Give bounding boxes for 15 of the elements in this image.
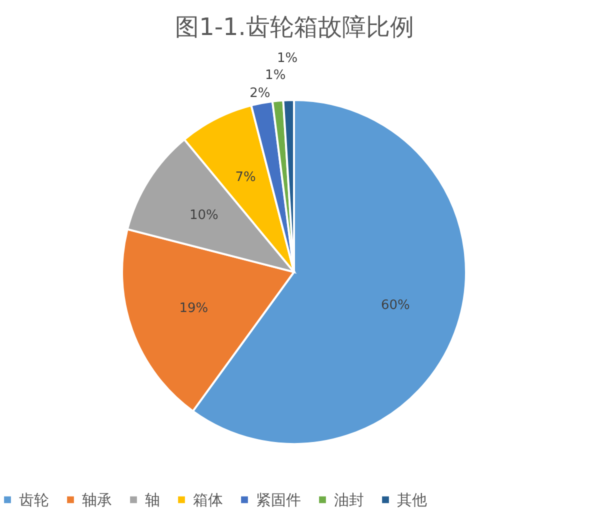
- legend-label: 轴: [145, 490, 160, 509]
- data-label: 1%: [276, 51, 298, 66]
- data-label: 60%: [380, 298, 410, 313]
- legend-label: 紧固件: [256, 490, 301, 509]
- data-label: 1%: [265, 68, 286, 83]
- legend-label: 轴承: [82, 490, 112, 509]
- legend-label: 箱体: [193, 490, 223, 509]
- chart-title: 图1-1.齿轮箱故障比例: [175, 13, 414, 42]
- legend-label: 其他: [397, 490, 427, 509]
- data-label: 19%: [179, 301, 208, 316]
- data-label: 2%: [250, 86, 270, 102]
- legend-label: 油封: [334, 490, 364, 509]
- data-label: 7%: [235, 170, 256, 185]
- legend-label: 齿轮: [19, 490, 49, 509]
- data-label: 10%: [190, 208, 218, 223]
